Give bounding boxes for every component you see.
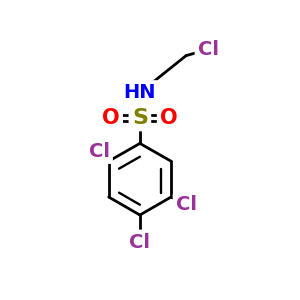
Text: O: O bbox=[102, 108, 120, 128]
Text: Cl: Cl bbox=[89, 142, 110, 161]
Text: Cl: Cl bbox=[176, 195, 197, 214]
Text: Cl: Cl bbox=[129, 232, 150, 252]
Text: HN: HN bbox=[124, 83, 156, 102]
Text: S: S bbox=[132, 108, 148, 128]
Text: O: O bbox=[160, 108, 178, 128]
Text: Cl: Cl bbox=[197, 40, 218, 59]
